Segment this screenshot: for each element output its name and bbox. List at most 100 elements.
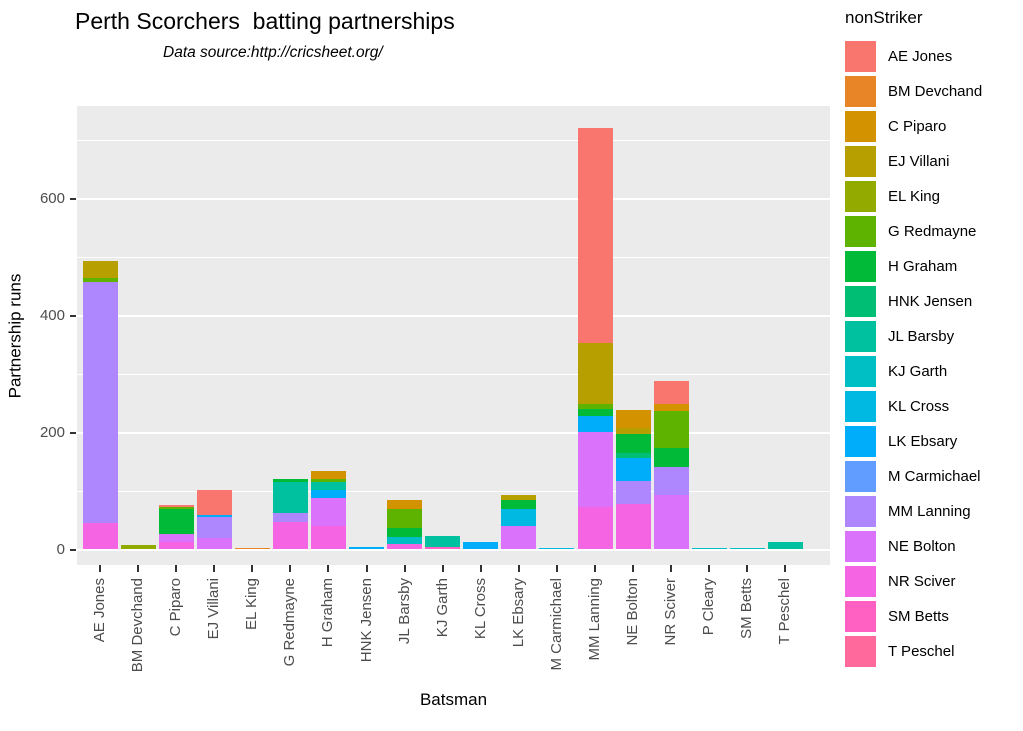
bar-segment <box>425 546 461 550</box>
x-tick-label: LK Ebsary <box>509 578 527 648</box>
legend-label: SM Betts <box>888 608 949 625</box>
legend-label: KJ Garth <box>888 363 948 380</box>
bar-segment <box>425 536 461 547</box>
legend-swatch <box>845 41 876 72</box>
bar-segment <box>310 498 346 526</box>
legend-items: AE Jones BM Devchand C Piparo EJ Villani EL … <box>845 39 1023 669</box>
y-tick-mark <box>70 431 76 434</box>
x-tick-label: C Piparo <box>167 578 185 637</box>
x-tick-label: EJ Villani <box>205 578 223 640</box>
legend-item: EL King <box>845 179 1023 214</box>
x-tick-mark <box>594 565 597 572</box>
bar-segment <box>615 503 651 550</box>
legend-label: AE Jones <box>888 48 953 65</box>
x-tick-label: P Cleary <box>700 578 718 636</box>
gridline-minor <box>77 490 830 492</box>
plot-panel <box>77 106 830 565</box>
bar-segment <box>310 489 346 499</box>
x-tick-label: KL Cross <box>471 578 489 640</box>
bar-segment <box>615 481 651 504</box>
y-tick-label: 600 <box>39 189 65 207</box>
x-tick-label: AE Jones <box>91 578 108 643</box>
x-tick-mark <box>670 565 673 572</box>
bar-segment <box>82 260 118 279</box>
bar-segment <box>272 478 308 482</box>
bar-segment <box>234 547 270 550</box>
x-tick-mark <box>365 565 368 572</box>
x-tick-label: NR Sciver <box>662 578 680 646</box>
legend-swatch <box>845 286 876 317</box>
gridline-major <box>77 314 830 317</box>
y-tick-mark <box>70 548 76 551</box>
legend-swatch <box>845 146 876 177</box>
x-tick-label: SM Betts <box>738 578 756 639</box>
x-tick-label: BM Devchand <box>129 578 147 673</box>
bar-segment <box>653 448 689 467</box>
legend-swatch <box>845 426 876 457</box>
y-tick-label: 200 <box>39 423 65 441</box>
bar-segment <box>196 514 232 518</box>
legend-label: H Graham <box>888 258 958 275</box>
legend-swatch <box>845 251 876 282</box>
legend-label: EL King <box>888 188 940 205</box>
x-tick-label: G Redmayne <box>281 578 299 667</box>
bar-segment <box>501 499 537 509</box>
bar-segment <box>577 506 613 550</box>
x-tick-mark <box>289 565 292 572</box>
bar-segment <box>729 548 765 550</box>
legend-swatch <box>845 391 876 422</box>
legend-swatch <box>845 636 876 667</box>
legend-swatch <box>845 321 876 352</box>
legend-label: C Piparo <box>888 118 947 135</box>
bar-segment <box>653 404 689 412</box>
legend-label: MM Lanning <box>888 503 971 520</box>
legend-title: nonStriker <box>845 8 923 27</box>
x-tick-label: EL King <box>243 578 261 630</box>
legend-swatch <box>845 531 876 562</box>
bar-segment <box>577 408 613 417</box>
bar-segment <box>615 410 651 429</box>
bar-segment <box>158 505 194 508</box>
legend-swatch <box>845 181 876 212</box>
x-tick-mark <box>517 565 520 572</box>
bar-segment <box>196 537 232 550</box>
bar-segment <box>82 278 118 283</box>
y-tick-mark <box>70 197 76 200</box>
x-tick-mark <box>403 565 406 572</box>
legend-item: NE Bolton <box>845 529 1023 564</box>
legend-swatch <box>845 601 876 632</box>
x-tick-label: KJ Garth <box>433 578 451 638</box>
legend-item: SM Betts <box>845 599 1023 634</box>
x-tick-label: HNK Jensen <box>357 578 375 663</box>
x-tick-mark <box>784 565 787 572</box>
x-tick-mark <box>479 565 482 572</box>
legend-item: MM Lanning <box>845 494 1023 529</box>
y-axis-title: Partnership runs <box>5 273 25 398</box>
legend-label: KL Cross <box>888 398 950 415</box>
bar-segment <box>577 416 613 432</box>
legend-swatch <box>845 216 876 247</box>
bar-segment <box>120 545 156 550</box>
bar-segment <box>387 527 423 537</box>
bar-segment <box>310 471 346 480</box>
bar-segment <box>615 428 651 435</box>
legend-label: BM Devchand <box>888 83 983 100</box>
bar-segment <box>158 534 194 542</box>
bar-segment <box>577 403 613 409</box>
gridline-major <box>77 197 830 200</box>
legend-label: JL Barsby <box>888 328 955 345</box>
bar-segment <box>82 522 118 550</box>
x-tick-label: M Carmichael <box>547 578 565 671</box>
legend-item: KJ Garth <box>845 354 1023 389</box>
bar-segment <box>653 411 689 449</box>
legend-item: AE Jones <box>845 39 1023 74</box>
x-tick-mark <box>137 565 140 572</box>
bar-segment <box>196 490 232 515</box>
legend-item: LK Ebsary <box>845 424 1023 459</box>
legend-swatch <box>845 356 876 387</box>
legend-item: HNK Jensen <box>845 284 1023 319</box>
legend-item: T Peschel <box>845 634 1023 669</box>
y-tick-mark <box>70 314 76 317</box>
legend-item: NR Sciver <box>845 564 1023 599</box>
